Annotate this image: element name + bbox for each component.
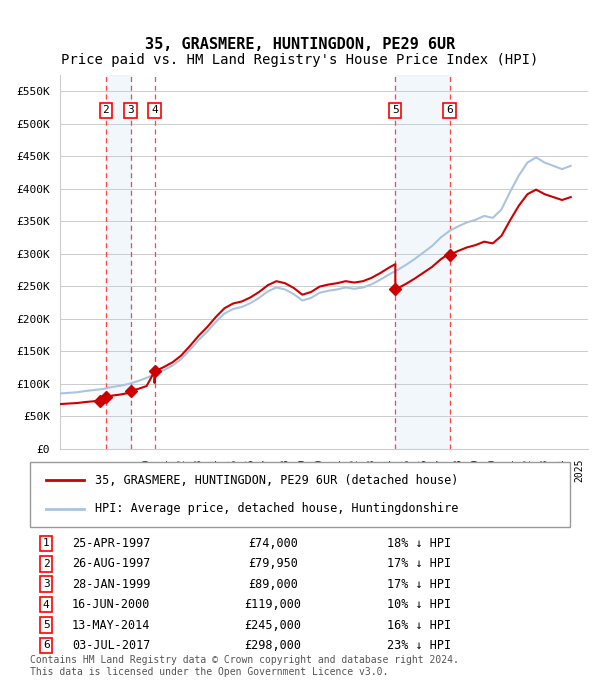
Text: £119,000: £119,000 (245, 598, 302, 611)
Text: 17% ↓ HPI: 17% ↓ HPI (387, 578, 451, 591)
Text: 2: 2 (103, 105, 109, 116)
Text: 26-AUG-1997: 26-AUG-1997 (72, 558, 150, 571)
Text: Price paid vs. HM Land Registry's House Price Index (HPI): Price paid vs. HM Land Registry's House … (61, 53, 539, 67)
Text: 17% ↓ HPI: 17% ↓ HPI (387, 558, 451, 571)
Text: 25-APR-1997: 25-APR-1997 (72, 537, 150, 550)
Text: 6: 6 (43, 641, 50, 651)
Text: 23% ↓ HPI: 23% ↓ HPI (387, 639, 451, 652)
Bar (395, 75, 449, 449)
Text: 5: 5 (43, 620, 50, 630)
Text: £74,000: £74,000 (248, 537, 298, 550)
Text: 4: 4 (151, 105, 158, 116)
Text: 1: 1 (43, 539, 50, 549)
Text: £89,000: £89,000 (248, 578, 298, 591)
Text: 4: 4 (43, 600, 50, 610)
Text: Contains HM Land Registry data © Crown copyright and database right 2024.
This d: Contains HM Land Registry data © Crown c… (30, 655, 459, 677)
Bar (106, 75, 131, 449)
Text: 16-JUN-2000: 16-JUN-2000 (72, 598, 150, 611)
Text: 3: 3 (127, 105, 134, 116)
Text: 6: 6 (446, 105, 453, 116)
Text: HPI: Average price, detached house, Huntingdonshire: HPI: Average price, detached house, Hunt… (95, 503, 458, 515)
Text: 5: 5 (392, 105, 398, 116)
Text: 2: 2 (43, 559, 50, 569)
Text: 16% ↓ HPI: 16% ↓ HPI (387, 619, 451, 632)
Text: 03-JUL-2017: 03-JUL-2017 (72, 639, 150, 652)
Text: 3: 3 (43, 579, 50, 590)
Text: 10% ↓ HPI: 10% ↓ HPI (387, 598, 451, 611)
Text: £245,000: £245,000 (245, 619, 302, 632)
FancyBboxPatch shape (30, 462, 570, 527)
Text: 35, GRASMERE, HUNTINGDON, PE29 6UR (detached house): 35, GRASMERE, HUNTINGDON, PE29 6UR (deta… (95, 474, 458, 487)
Text: 28-JAN-1999: 28-JAN-1999 (72, 578, 150, 591)
Text: £298,000: £298,000 (245, 639, 302, 652)
Text: £79,950: £79,950 (248, 558, 298, 571)
Text: 35, GRASMERE, HUNTINGDON, PE29 6UR: 35, GRASMERE, HUNTINGDON, PE29 6UR (145, 37, 455, 52)
Text: 18% ↓ HPI: 18% ↓ HPI (387, 537, 451, 550)
Text: 13-MAY-2014: 13-MAY-2014 (72, 619, 150, 632)
